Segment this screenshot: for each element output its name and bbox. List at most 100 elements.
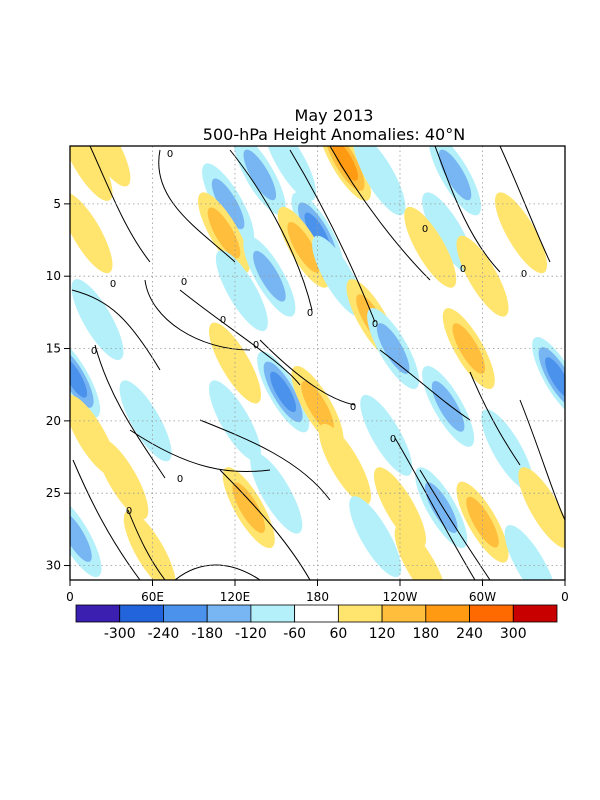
chart-title: May 2013: [295, 106, 374, 125]
zero-contour-line: [519, 399, 565, 521]
zero-contour-line: [419, 469, 491, 580]
anomaly-patch: [438, 149, 472, 201]
colorbar-swatch: [163, 604, 208, 623]
anomaly-patch: [495, 192, 547, 274]
colorbar-label: 180: [412, 626, 439, 642]
colorbar-swatch: [75, 604, 121, 623]
colorbar-label: 240: [456, 626, 483, 642]
anomaly-patch: [70, 192, 113, 274]
contour-label: 0: [167, 149, 173, 160]
contour-label: 0: [307, 308, 313, 319]
zero-contour-layer: [71, 146, 565, 580]
zero-contour-line: [72, 459, 141, 580]
colorbar-label: 120: [369, 626, 396, 642]
contour-label: 0: [220, 315, 226, 326]
zero-contour-line: [129, 429, 271, 473]
zero-contour-line: [94, 344, 166, 479]
x-axis: 0 60E 120E 180 120W 60W 0: [66, 580, 569, 604]
colorbar-label: -240: [148, 626, 180, 642]
chart-subtitle: 500-hPa Height Anomalies: 40°N: [203, 125, 465, 144]
anomaly-patch: [207, 207, 241, 259]
contour-label: 0: [521, 269, 527, 280]
contour-label: 0: [350, 402, 356, 413]
y-tick-label: 15: [46, 342, 61, 356]
anomaly-patch: [243, 149, 277, 201]
anomaly-patch: [70, 511, 92, 562]
colorbar-swatch: [337, 604, 383, 623]
anomaly-patch: [71, 279, 124, 361]
anomaly-patch: [504, 525, 557, 580]
colorbar-swatch: [381, 604, 427, 623]
colorbar-swatch: [425, 604, 470, 623]
zero-contour-line: [469, 371, 521, 466]
contour-label-layer: 0 0 0 0 0 0 0 0 0 0 0 0 0 0 0: [91, 149, 527, 517]
y-tick-label: 25: [46, 486, 61, 500]
anomaly-patch: [456, 235, 509, 317]
contour-label: 0: [253, 340, 259, 351]
y-axis: 5 10 15 20 25 30: [46, 197, 70, 573]
anomaly-patch: [215, 250, 268, 332]
x-tick-label: 60E: [141, 590, 164, 604]
colorbar: -300 -240 -180 -120 -60 60 120 180 240 300: [75, 604, 558, 642]
anomaly-patch: [452, 323, 486, 374]
anomaly-patch: [404, 206, 457, 288]
zero-contour-line: [199, 419, 331, 501]
anomaly-patch: [353, 146, 406, 216]
colorbar-swatch: [206, 604, 252, 623]
colorbar-label: -300: [104, 626, 136, 642]
colorbar-swatch: [294, 604, 339, 623]
anomaly-patch: [360, 394, 413, 476]
colorbar-swatch: [469, 604, 514, 623]
anomaly-patch: [466, 496, 499, 548]
contour-label: 0: [372, 319, 378, 330]
contour-label: 0: [110, 279, 116, 290]
x-tick-label: 120E: [220, 590, 251, 604]
y-tick-label: 5: [53, 197, 61, 211]
anomaly-patch: [123, 510, 176, 580]
colorbar-label: 300: [500, 626, 527, 642]
x-tick-label: 180: [306, 590, 329, 604]
grid-lines: [70, 146, 565, 580]
contour-label: 0: [126, 506, 132, 517]
zero-contour-line: [379, 349, 471, 421]
contour-label: 0: [460, 264, 466, 275]
zero-contour-line: [71, 289, 161, 371]
anomaly-patch: [318, 423, 371, 505]
colorbar-swatch: [512, 604, 558, 623]
anomaly-patch: [331, 146, 358, 181]
anomaly-patch: [96, 438, 149, 520]
contour-label: 0: [422, 224, 428, 235]
zero-contour-line: [219, 469, 311, 580]
anomaly-patch: [263, 146, 316, 201]
colorbar-label: -60: [283, 626, 306, 642]
colorbar-label: -180: [191, 626, 223, 642]
contour-label: 0: [181, 277, 187, 288]
zero-contour-line: [229, 149, 313, 311]
anomaly-patch: [270, 371, 297, 413]
colorbar-swatch: [119, 604, 164, 623]
zero-contour-line: [89, 146, 151, 263]
contour-label: 0: [390, 434, 396, 445]
zero-contour-line: [174, 564, 261, 580]
anomaly-fill-layer: [70, 146, 565, 580]
colorbar-label: 60: [329, 626, 347, 642]
x-tick-label: 60W: [469, 590, 496, 604]
zero-contour-line: [394, 437, 476, 580]
zero-contour-line: [434, 146, 501, 273]
zero-contour-line: [179, 289, 301, 386]
zero-contour-line: [158, 149, 236, 263]
anomaly-patch: [373, 467, 426, 549]
anomaly-patch: [70, 146, 113, 201]
contour-label: 0: [177, 474, 183, 485]
zero-contour-line: [259, 339, 356, 406]
anomaly-patch: [394, 525, 447, 580]
y-tick-label: 10: [46, 269, 61, 283]
anomaly-patch: [431, 381, 465, 432]
anomaly-patch: [70, 357, 88, 398]
colorbar-label: -120: [235, 626, 267, 642]
x-tick-label: 0: [66, 590, 74, 604]
anomaly-patch: [518, 467, 565, 549]
x-tick-label: 120W: [383, 590, 418, 604]
anomaly-patch: [424, 482, 458, 534]
